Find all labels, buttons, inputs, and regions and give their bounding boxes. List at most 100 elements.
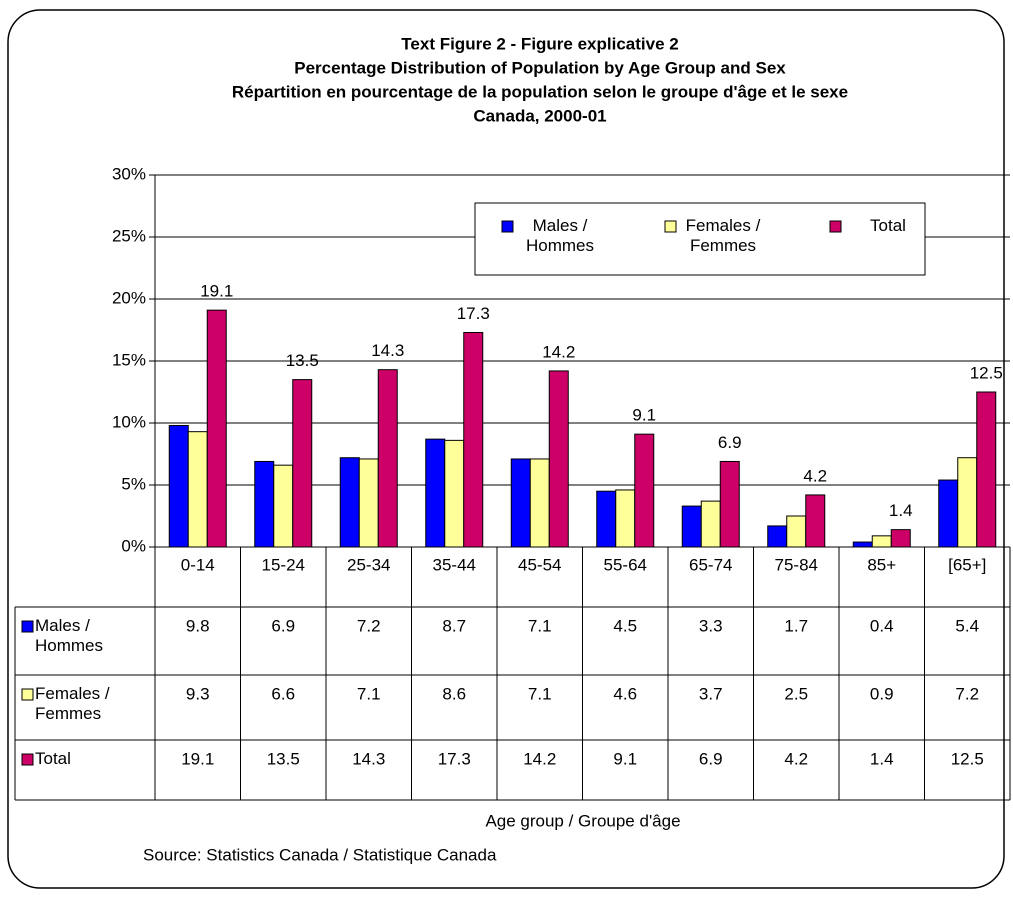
table-value: 7.1 [528,684,552,703]
bar [596,490,617,548]
table-value: 7.2 [357,616,381,635]
table-value: 0.9 [870,684,894,703]
table-value: 6.9 [271,616,295,635]
data-label: 6.9 [718,433,742,452]
table-swatch [21,688,34,701]
table-row-label: Total [35,749,71,768]
table-value: 13.5 [267,749,300,768]
x-tick-label: 25-34 [347,555,390,574]
data-label: 19.1 [200,282,233,301]
x-tick-label: 0-14 [181,555,215,574]
legend-label-box: Males / Hommes [525,216,594,255]
data-label: 4.2 [803,466,827,485]
bar [938,479,959,548]
bar [852,541,873,548]
bar [168,424,189,548]
table-value: 9.3 [186,684,210,703]
data-label: 14.2 [542,342,575,361]
x-tick-label: 75-84 [775,555,818,574]
bar [206,309,227,548]
bar [463,331,484,548]
bar [273,464,294,548]
table-row-label-box: Males / Hommes [35,616,104,655]
bar [510,458,531,548]
chart-title: Répartition en pourcentage de la populat… [232,82,848,101]
legend-label-box: Total [870,216,906,235]
legend-swatch [664,220,677,233]
data-label: 17.3 [457,304,490,323]
bar [444,439,465,548]
table-value: 9.8 [186,616,210,635]
y-tick-label: 30% [112,164,146,183]
x-axis-title: Age group / Groupe d'âge [485,811,680,830]
data-label: 1.4 [889,501,913,520]
bar [957,457,978,548]
table-value: 7.2 [955,684,979,703]
bar [425,438,446,548]
table-value: 4.2 [784,749,808,768]
x-tick-label: 55-64 [604,555,647,574]
bar [254,460,275,548]
bar [634,433,655,548]
legend-swatch [829,220,842,233]
table-value: 4.5 [613,616,637,635]
legend-box [474,202,926,276]
bar [681,505,702,548]
bar [890,529,911,548]
bar [805,494,826,548]
x-tick-label: 65-74 [689,555,732,574]
bar [700,500,721,548]
table-value: 6.9 [699,749,723,768]
data-label: 9.1 [632,406,656,425]
table-value: 17.3 [438,749,471,768]
table-value: 7.1 [357,684,381,703]
table-row-label-box: Females / Femmes [35,684,110,723]
x-tick-label: 45-54 [518,555,561,574]
table-value: 3.3 [699,616,723,635]
bar [767,525,788,548]
table-value: 14.3 [352,749,385,768]
data-label: 12.5 [970,363,1003,382]
table-value: 3.7 [699,684,723,703]
x-tick-label: 35-44 [433,555,476,574]
table-swatch [21,753,34,766]
table-value: 19.1 [181,749,214,768]
table-row-label: Females / Femmes [35,684,110,723]
table-value: 7.1 [528,616,552,635]
table-value: 1.4 [870,749,894,768]
legend-label-box: Females / Femmes [685,216,761,255]
table-row-label: Males / Hommes [35,616,104,655]
y-tick-label: 10% [112,412,146,431]
chart-title: Canada, 2000-01 [473,106,606,125]
x-tick-label: [65+] [948,555,986,574]
legend-label: Males / Hommes [525,216,594,255]
bar [529,458,550,548]
table-row-label-box: Total [35,749,71,768]
bar [871,535,892,548]
x-tick-label: 85+ [867,555,896,574]
bar [358,458,379,548]
table-value: 9.1 [613,749,637,768]
table-value: 5.4 [955,616,979,635]
table-value: 4.6 [613,684,637,703]
chart-frame [7,9,1005,889]
table-value: 14.2 [523,749,556,768]
data-label: 13.5 [286,351,319,370]
table-value: 6.6 [271,684,295,703]
legend-label: Females / Femmes [685,216,761,255]
table-value: 1.7 [784,616,808,635]
data-label: 14.3 [371,341,404,360]
x-tick-label: 15-24 [262,555,305,574]
table-value: 2.5 [784,684,808,703]
source-note: Source: Statistics Canada / Statistique … [143,845,497,864]
y-tick-label: 25% [112,226,146,245]
bar [786,515,807,548]
bar [187,431,208,548]
chart-title: Text Figure 2 - Figure explicative 2 [401,34,678,53]
bar [292,379,313,548]
bar [719,460,740,548]
y-tick-label: 5% [121,474,146,493]
bar [548,370,569,548]
y-tick-label: 20% [112,288,146,307]
